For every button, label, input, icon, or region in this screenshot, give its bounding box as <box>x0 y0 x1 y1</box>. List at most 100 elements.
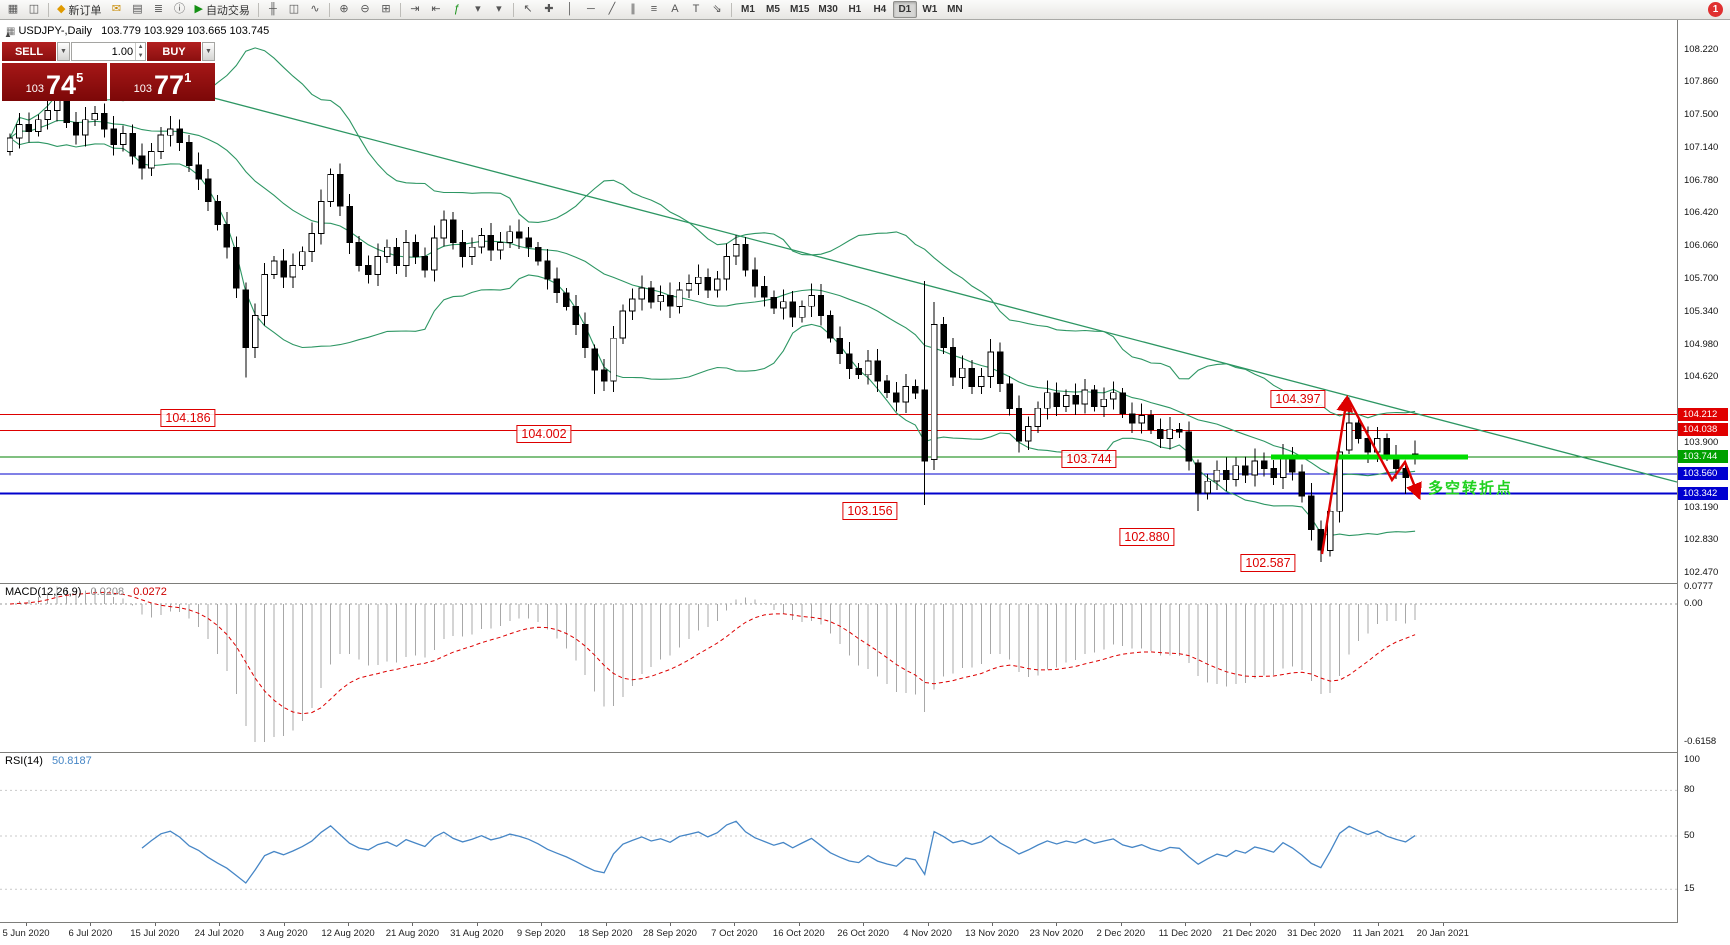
macd-label: MACD(12,26,9) <box>5 586 82 598</box>
notification-badge[interactable]: 1 <box>1708 2 1723 17</box>
time-tick <box>1378 922 1380 926</box>
cursor-icon[interactable]: ↖ <box>523 3 533 15</box>
price-scale-label: 0.0777 <box>1684 580 1714 592</box>
tile-windows-icon[interactable]: ⊞ <box>381 3 391 15</box>
timeframe-h4-button[interactable]: H4 <box>873 4 887 15</box>
fibonacci-icon[interactable]: ≡ <box>650 3 658 15</box>
timeframe-d1-button[interactable]: D1 <box>892 1 917 18</box>
price-scale-label: 106.060 <box>1684 240 1719 252</box>
price-level-label-box[interactable]: 102.880 <box>1119 528 1175 546</box>
buy-button[interactable]: BUY <box>147 42 201 61</box>
timeframe-h1-button[interactable]: H1 <box>848 4 862 15</box>
arrows-icon[interactable]: ⇘ <box>712 3 722 15</box>
zoom-out-icon[interactable]: ⊖ <box>360 3 370 15</box>
timeframe-m15-button[interactable]: M15 <box>789 4 810 15</box>
sell-price-big: 74 <box>46 70 77 100</box>
time-tick <box>476 922 478 926</box>
text-icon[interactable]: A <box>671 3 679 15</box>
toolbar-separator <box>48 2 49 17</box>
time-tick <box>863 922 865 926</box>
crosshair-icon[interactable]: ✚ <box>544 3 554 15</box>
vertical-line-icon[interactable]: │ <box>566 3 574 15</box>
price-level-label-box[interactable]: 104.002 <box>516 425 572 443</box>
auto-scroll-icon[interactable]: ⇥ <box>410 3 420 15</box>
timeframe-m5-button[interactable]: M5 <box>765 4 780 15</box>
price-tag: 103.744 <box>1678 450 1728 464</box>
trendline-icon[interactable]: ╱ <box>608 3 616 15</box>
alerts-icon[interactable]: ≣ <box>153 3 164 15</box>
price-scale-label: 0.00 <box>1684 598 1703 609</box>
panel-separator[interactable] <box>0 583 1730 584</box>
spin-up-icon[interactable]: ▲ <box>137 44 144 51</box>
sell-price-button[interactable]: 103 74 5 <box>2 63 107 101</box>
sell-button[interactable]: SELL <box>2 42 56 61</box>
date-label: 31 Dec 2020 <box>1287 928 1341 939</box>
info-icon[interactable]: ⓘ <box>173 3 185 15</box>
date-label: 12 Aug 2020 <box>321 928 375 939</box>
timeframe-m1-button[interactable]: M1 <box>740 4 755 15</box>
date-label: 24 Jul 2020 <box>194 928 244 939</box>
autotrade-button[interactable]: ▶ 自动交易 <box>194 3 250 17</box>
price-level-label-box[interactable]: 104.186 <box>160 409 216 427</box>
chart-title-bar: ▦ USDJPY-,Daily 103.779 103.929 103.665 1… <box>6 25 269 37</box>
turning-point-note[interactable]: 多空转折点 <box>1428 480 1514 497</box>
line-chart-icon[interactable]: ∿ <box>310 3 320 15</box>
price-scale-label: 107.500 <box>1684 109 1719 121</box>
price-scale-label: 107.860 <box>1684 76 1719 88</box>
price-scale[interactable]: 108.220 107.860 107.500 107.140 106.780 106.4… <box>1678 0 1730 945</box>
timeframe-w1-button[interactable]: W1 <box>922 4 938 15</box>
buy-dropdown-icon[interactable]: ▼ <box>202 42 215 61</box>
rsi-panel[interactable] <box>0 752 1677 922</box>
market-watch-icon[interactable]: ▤ <box>132 3 143 15</box>
macd-panel[interactable] <box>0 583 1677 752</box>
channel-icon[interactable]: ∥ <box>630 3 636 15</box>
chart-shift-icon[interactable]: ⇤ <box>431 3 441 15</box>
date-label: 4 Nov 2020 <box>903 928 952 939</box>
volume-input[interactable] <box>72 43 136 60</box>
date-label: 26 Oct 2020 <box>837 928 890 939</box>
date-label: 16 Oct 2020 <box>772 928 825 939</box>
toolbar-separator <box>328 2 330 17</box>
date-label: 15 Jul 2020 <box>130 928 180 939</box>
price-scale-label: 108.220 <box>1684 43 1719 55</box>
new-order-button[interactable]: ◆ 新订单 <box>57 3 102 17</box>
timeframe-m30-button[interactable]: M30 <box>818 4 838 15</box>
price-level-label-box[interactable]: 102.587 <box>1240 554 1296 572</box>
mail-icon[interactable]: ✉ <box>111 3 122 15</box>
zoom-in-icon[interactable]: ⊕ <box>339 3 349 15</box>
indicators-icon[interactable]: ƒ <box>453 3 460 15</box>
price-level-label-box[interactable]: 103.156 <box>842 502 898 520</box>
price-level-label-box[interactable]: 103.744 <box>1061 450 1117 468</box>
timeframe-mn-button[interactable]: MN <box>947 4 963 15</box>
rsi-label: RSI(14) <box>5 755 43 767</box>
indicators-dropdown-icon[interactable]: ▾ <box>475 3 481 15</box>
price-tag: 103.560 <box>1678 466 1728 480</box>
price-scale-label: 105.700 <box>1684 273 1719 285</box>
profile-icon[interactable]: ◫ <box>28 3 40 15</box>
bar-chart-icon[interactable]: ╫ <box>269 3 277 15</box>
price-scale-label: 103.900 <box>1684 436 1719 448</box>
price-scale-label: 104.620 <box>1684 371 1719 383</box>
panel-separator[interactable] <box>0 752 1730 753</box>
price-scale-label: 106.780 <box>1684 174 1719 186</box>
periods-dropdown-icon[interactable]: ▾ <box>496 3 502 15</box>
time-tick <box>26 922 27 926</box>
chart-window-icon[interactable]: ▦ <box>7 3 19 15</box>
price-level-label-box[interactable]: 104.397 <box>1270 390 1326 408</box>
spin-down-icon[interactable]: ▼ <box>137 52 144 59</box>
time-tick <box>154 922 156 926</box>
main-chart[interactable] <box>0 20 1677 583</box>
candlestick-chart-icon[interactable]: ◫ <box>288 3 300 15</box>
volume-stepper[interactable]: ▲ ▼ <box>135 43 145 60</box>
sell-dropdown-icon[interactable]: ▼ <box>57 42 70 61</box>
toolbar-separator <box>730 2 732 17</box>
autotrade-icon: ▶ <box>194 3 203 15</box>
horizontal-line-icon[interactable]: ─ <box>587 3 595 15</box>
buy-price-button[interactable]: 103 77 1 <box>110 63 215 101</box>
time-tick <box>412 922 414 926</box>
oneclick-collapse-arrow[interactable]: ▲ <box>4 30 12 39</box>
time-scale[interactable]: 5 Jun 2020 6 Jul 2020 15 Jul 2020 24 Jul 20… <box>0 922 1730 945</box>
text-label-icon[interactable]: T <box>692 3 700 15</box>
